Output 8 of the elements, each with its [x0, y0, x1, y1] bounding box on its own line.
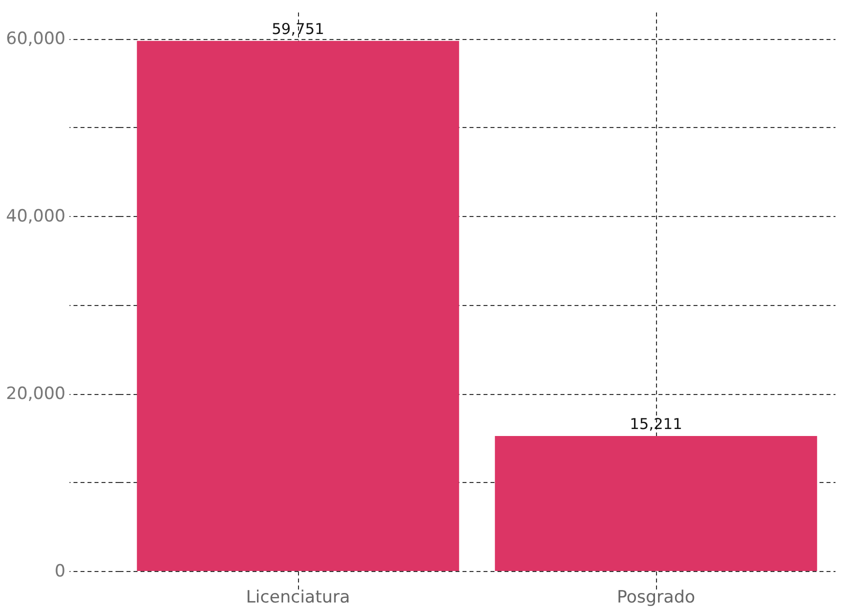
- y-tick-label: 60,000: [6, 29, 66, 50]
- y-tick-label: 0: [54, 562, 66, 582]
- y-tick-label: 20,000: [6, 384, 66, 404]
- x-tick-label: Posgrado: [616, 588, 696, 608]
- data-label: 15,211: [630, 415, 682, 434]
- y-tick-label: 40,000: [6, 206, 66, 227]
- data-label: 59,751: [272, 20, 324, 38]
- x-tick-label: Licenciatura: [246, 588, 350, 608]
